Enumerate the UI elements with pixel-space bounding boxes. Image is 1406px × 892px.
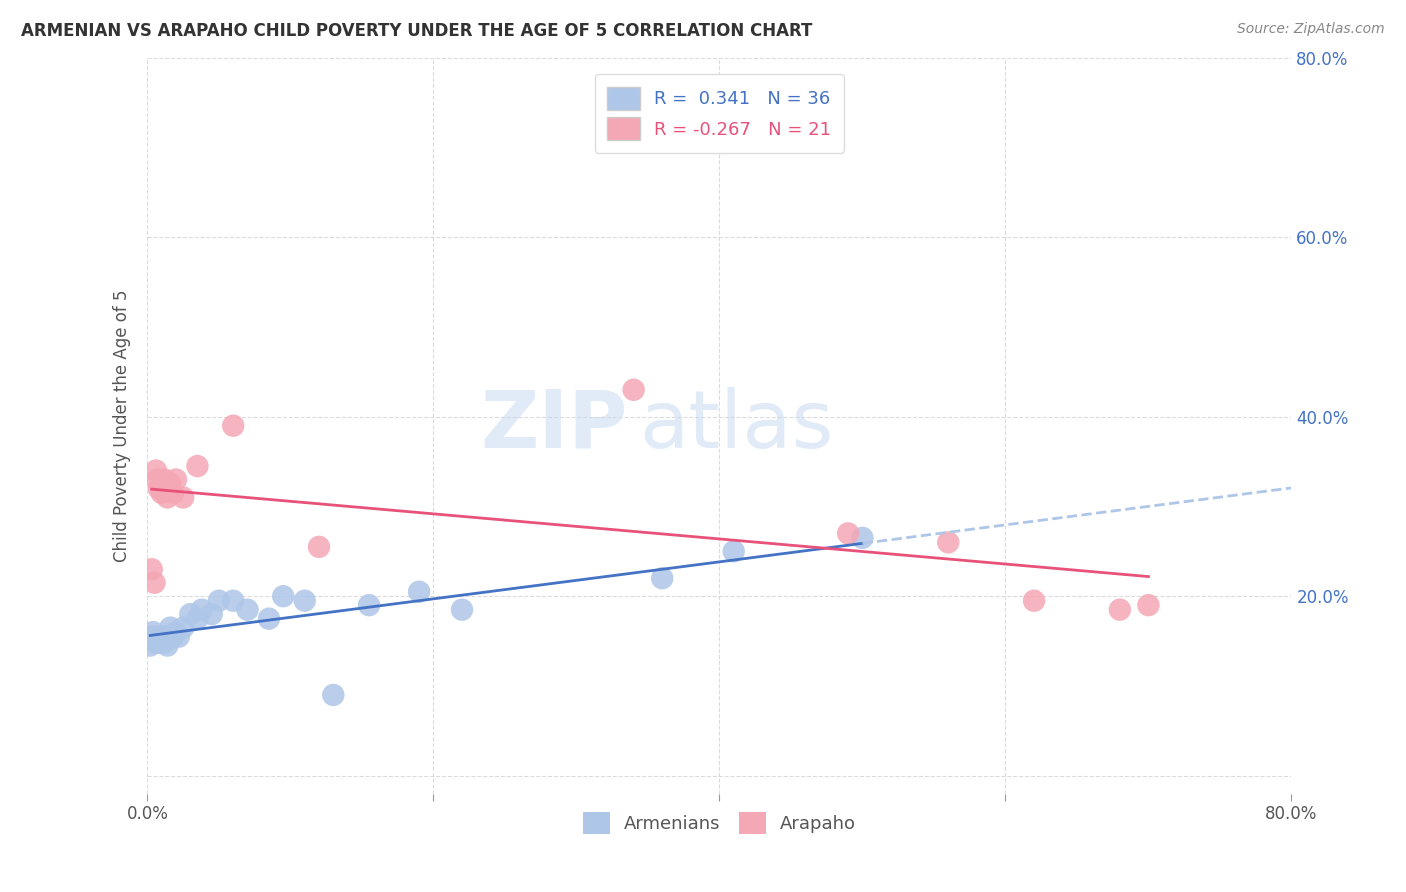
Point (150, 486, 173, 500)
Point (294, 593, 316, 607)
Point (308, 540, 330, 554)
Point (162, 630, 184, 644)
Text: atlas: atlas (640, 386, 834, 465)
Point (190, 602, 212, 616)
Point (153, 473, 176, 487)
Point (222, 418, 245, 433)
Point (257, 612, 280, 626)
Point (142, 625, 165, 640)
Point (139, 639, 162, 653)
Point (155, 634, 177, 648)
Point (201, 607, 224, 622)
Point (208, 593, 231, 607)
Point (623, 383, 645, 397)
Point (1108, 602, 1130, 616)
Point (172, 621, 194, 635)
Point (186, 458, 208, 473)
Point (408, 584, 430, 599)
Point (145, 636, 167, 650)
Point (165, 625, 187, 640)
Point (153, 630, 176, 644)
Point (156, 639, 179, 653)
Point (236, 602, 259, 616)
Point (179, 607, 201, 622)
Point (851, 531, 873, 545)
Point (357, 598, 380, 612)
Point (156, 491, 179, 505)
Point (1137, 598, 1160, 612)
Point (148, 482, 170, 496)
Point (146, 634, 169, 648)
Point (162, 486, 184, 500)
Point (149, 634, 172, 648)
Point (150, 630, 173, 644)
Point (322, 688, 344, 702)
Point (159, 477, 181, 491)
Y-axis label: Child Poverty Under the Age of 5: Child Poverty Under the Age of 5 (114, 289, 131, 562)
Text: Source: ZipAtlas.com: Source: ZipAtlas.com (1237, 22, 1385, 37)
Point (165, 473, 187, 487)
Text: ZIP: ZIP (481, 386, 628, 465)
Point (141, 630, 163, 644)
Point (143, 575, 166, 590)
Point (936, 535, 959, 549)
Point (157, 630, 180, 644)
Point (651, 571, 673, 585)
Point (837, 526, 859, 541)
Point (172, 491, 194, 505)
Point (141, 562, 163, 576)
Point (167, 630, 190, 644)
Point (146, 473, 169, 487)
Text: ARMENIAN VS ARAPAHO CHILD POVERTY UNDER THE AGE OF 5 CORRELATION CHART: ARMENIAN VS ARAPAHO CHILD POVERTY UNDER … (21, 22, 813, 40)
Legend: R =  0.341   N = 36, R = -0.267   N = 21: R = 0.341 N = 36, R = -0.267 N = 21 (595, 74, 844, 153)
Point (152, 636, 174, 650)
Point (451, 602, 474, 616)
Point (1022, 593, 1045, 607)
Point (159, 621, 181, 635)
Point (723, 544, 745, 558)
Point (222, 593, 245, 607)
Point (186, 612, 208, 626)
Point (271, 589, 294, 603)
Point (143, 630, 166, 644)
Point (145, 464, 167, 478)
Point (148, 636, 170, 650)
